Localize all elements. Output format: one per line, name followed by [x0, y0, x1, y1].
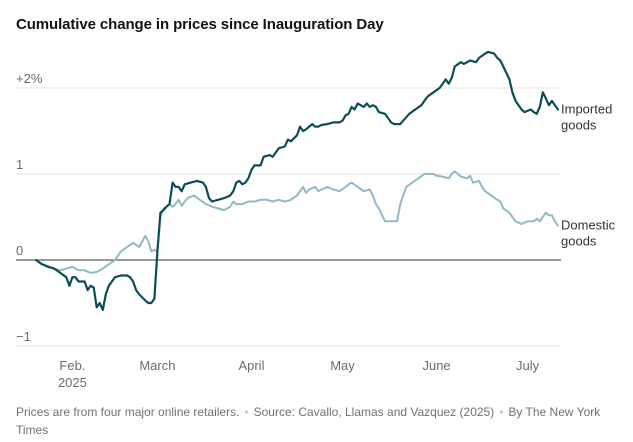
x-tick-label: July — [516, 358, 540, 373]
chart-footer: Prices are from four major online retail… — [16, 403, 616, 439]
x-tick-label: Feb. — [59, 358, 85, 373]
y-tick-label: 0 — [16, 243, 23, 258]
footer-separator: • — [244, 405, 249, 419]
footer-note: Prices are from four major online retail… — [16, 405, 240, 419]
gridlines — [16, 87, 561, 347]
y-axis-ticks: +2% 1 0 −1 — [16, 71, 43, 344]
y-tick-label: 1 — [16, 157, 23, 172]
line-chart: +2% 1 0 −1 Feb. 2025 March April May June July Im… — [16, 50, 616, 390]
domestic-goods-label: goods — [561, 234, 597, 249]
domestic-goods-label: Domestic — [561, 218, 616, 233]
footer-separator: • — [499, 405, 504, 419]
x-tick-label: June — [422, 358, 450, 373]
imported-goods-label: goods — [561, 118, 597, 133]
y-tick-label: −1 — [16, 329, 31, 344]
footer-source: Source: Cavallo, Llamas and Vazquez (202… — [253, 405, 495, 419]
x-axis-ticks: Feb. 2025 March April May June July — [58, 358, 540, 390]
y-tick-label: +2% — [16, 71, 43, 86]
series-lines — [34, 50, 560, 311]
domestic-goods-line — [35, 170, 559, 274]
x-tick-label: March — [139, 358, 175, 373]
x-tick-label: May — [330, 358, 355, 373]
imported-goods-label: Imported — [561, 102, 612, 117]
chart-title: Cumulative change in prices since Inaugu… — [16, 16, 384, 33]
x-tick-sublabel: 2025 — [58, 375, 87, 390]
x-tick-label: April — [238, 358, 264, 373]
footer-credit: By The New York Times — [16, 405, 601, 437]
imported-goods-line — [34, 50, 560, 311]
